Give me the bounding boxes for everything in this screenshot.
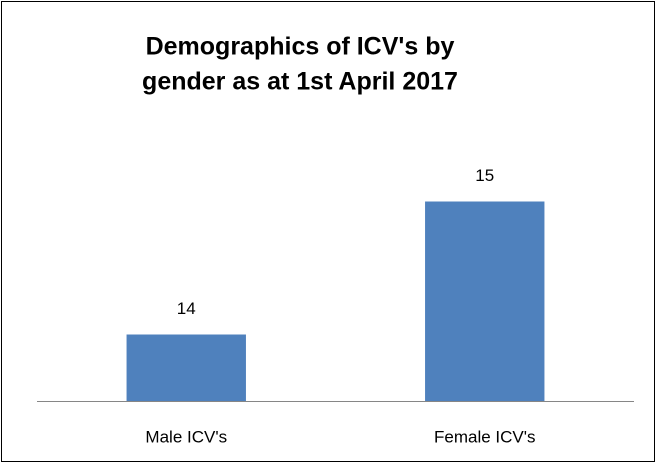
bar — [425, 201, 545, 401]
chart-title: gender as at 1st April 2017 — [142, 68, 458, 96]
bar — [126, 334, 246, 401]
data-label: 15 — [475, 166, 494, 185]
chart-title: Demographics of ICV's by — [146, 33, 455, 61]
x-tick-label: Female ICV's — [434, 427, 536, 446]
data-label: 14 — [177, 299, 196, 318]
x-tick-label: Male ICV's — [145, 427, 227, 446]
